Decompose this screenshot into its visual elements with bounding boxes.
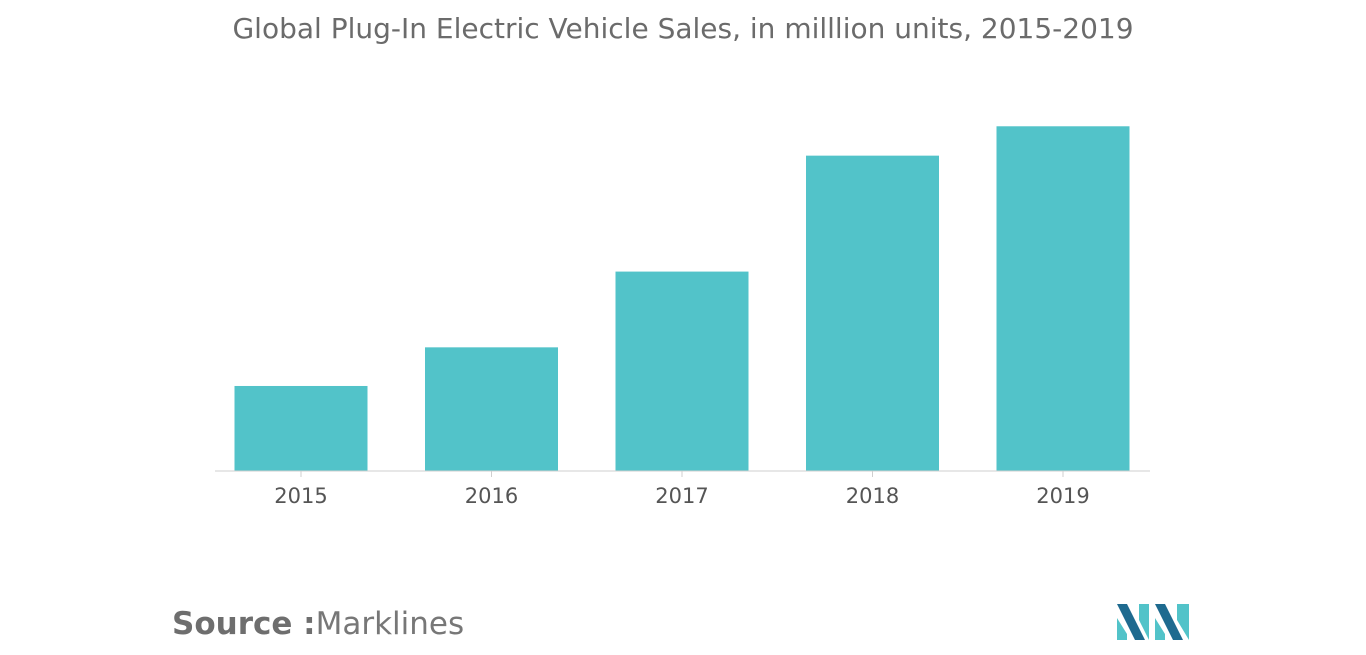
bar-2016 — [425, 347, 558, 471]
x-tick-labels-group: 2015 2016 2017 2018 2019 — [274, 484, 1089, 508]
bar-2017 — [615, 271, 749, 471]
x-tick-label-2018: 2018 — [846, 484, 899, 508]
bar-2015 — [234, 385, 368, 471]
bars-group — [234, 126, 1130, 471]
x-tick-label-2016: 2016 — [465, 484, 518, 508]
bar-2018 — [806, 155, 939, 471]
x-tick-label-2015: 2015 — [274, 484, 327, 508]
x-ticks-group — [300, 471, 1064, 477]
x-tick-label-2017: 2017 — [655, 484, 708, 508]
bar-2019 — [996, 126, 1130, 471]
source-note: Source :Marklines — [172, 606, 464, 642]
x-tick-label-2019: 2019 — [1036, 484, 1089, 508]
brand-logo-icon — [1117, 604, 1189, 640]
source-value: Marklines — [315, 606, 465, 642]
source-label: Source : — [172, 606, 316, 642]
chart-title: Global Plug-In Electric Vehicle Sales, i… — [232, 12, 1134, 45]
bar-chart: 2015 2016 2017 2018 2019 — [215, 126, 1150, 508]
